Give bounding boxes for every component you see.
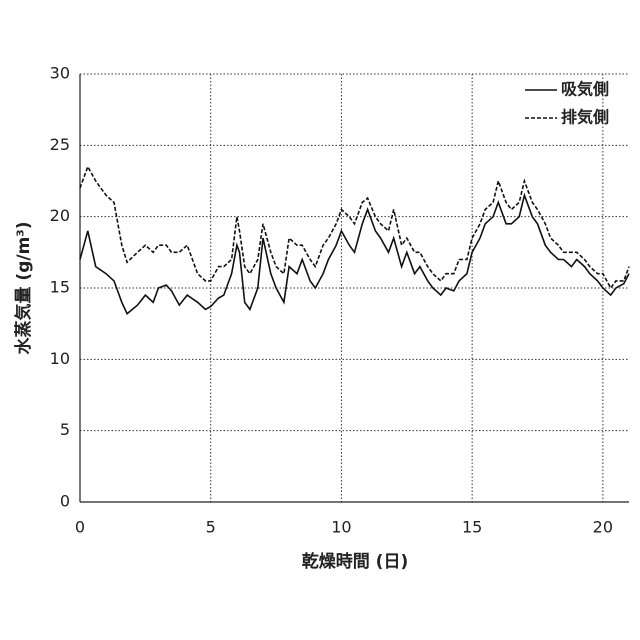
legend-text: 吸気側 (561, 80, 609, 99)
chart: 乾燥時間 (日) 水蒸気量 (g/m³) 0 5 10 15 20 25 30 0 5 10 15 2… (0, 0, 640, 640)
y-tick-label: 10 (50, 349, 70, 368)
x-tick-label: 5 (206, 518, 216, 537)
y-axis-title: 水蒸気量 (g/m³) (13, 222, 34, 355)
x-tick-label: 10 (331, 518, 351, 537)
y-tick-label: 15 (50, 278, 70, 297)
y-tick-label: 5 (60, 420, 70, 439)
x-tick-label: 20 (593, 518, 613, 537)
y-tick-label: 0 (60, 492, 70, 511)
x-tick-label: 0 (75, 518, 85, 537)
series-line (80, 167, 629, 288)
y-tick-label: 20 (50, 206, 70, 225)
x-axis-title: 乾燥時間 (日) (302, 551, 408, 572)
y-tick-label: 25 (50, 135, 70, 154)
y-tick-label: 30 (50, 64, 70, 83)
series-line (80, 195, 629, 313)
x-tick-label: 15 (462, 518, 482, 537)
legend-text: 排気側 (561, 108, 609, 127)
